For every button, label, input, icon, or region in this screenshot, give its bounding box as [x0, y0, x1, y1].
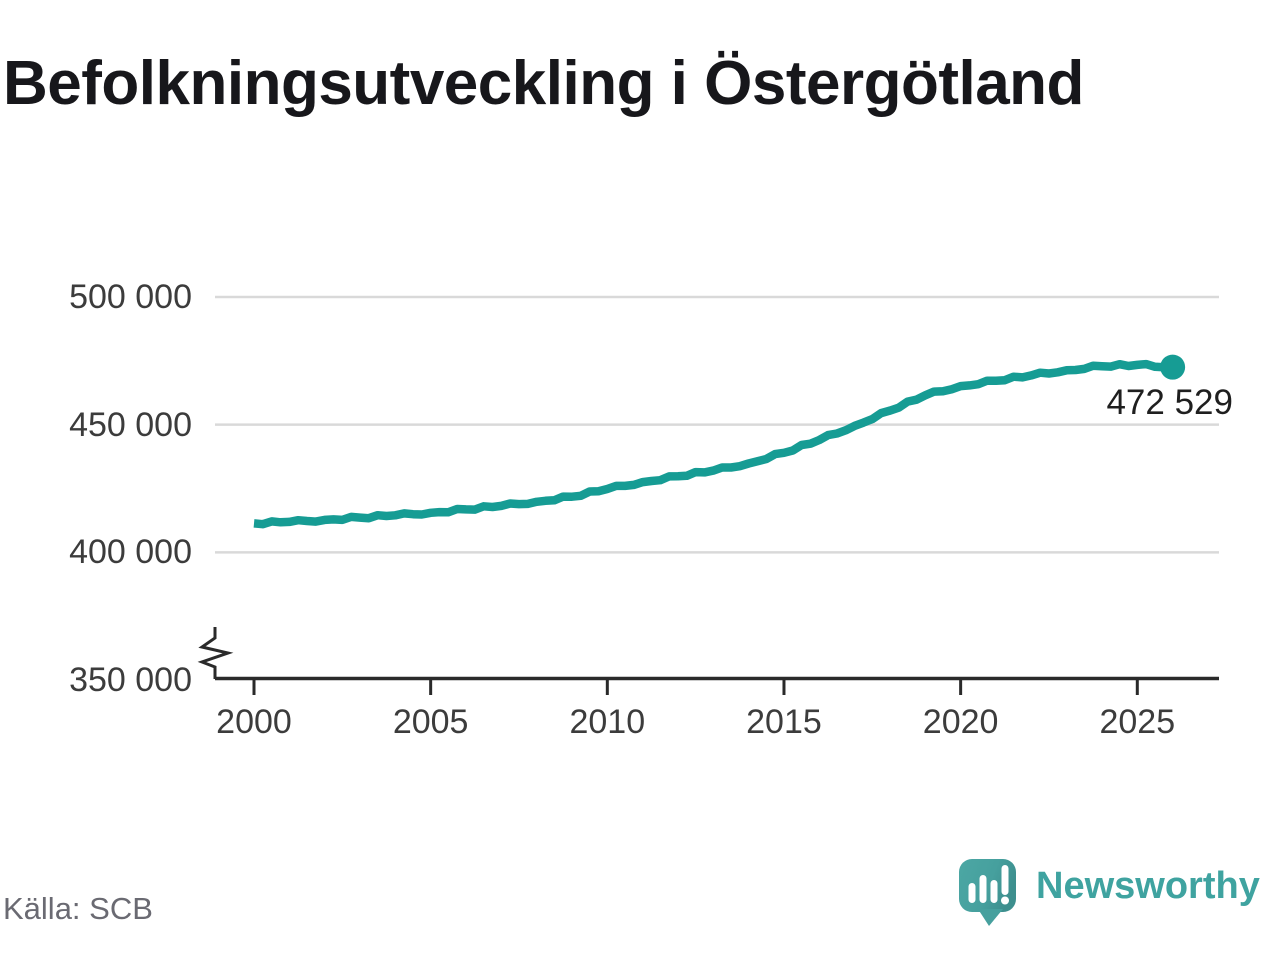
- chart-title: Befolkningsutveckling i Östergötland: [3, 49, 1084, 118]
- source-note: Källa: SCB: [3, 891, 153, 926]
- x-tick-label: 2020: [922, 703, 999, 741]
- axis-break-zigzag: [197, 627, 234, 679]
- x-tick-label: 2000: [216, 703, 292, 741]
- x-tick-label: 2015: [746, 703, 822, 741]
- speech-bubble-bar-chart-icon: [959, 859, 1016, 926]
- newsworthy-logo: Newsworthy: [958, 857, 1278, 932]
- x-tick-label: 2005: [392, 703, 469, 741]
- population-line-series: [253, 359, 1173, 529]
- y-tick-label: 400 000: [69, 533, 192, 572]
- x-tick-label: 2025: [1099, 703, 1176, 741]
- x-tick-label: 2010: [569, 703, 646, 741]
- brand-wordmark: Newsworthy: [1036, 865, 1260, 907]
- y-tick-label: 350 000: [69, 661, 192, 699]
- last-value-label: 472 529: [1106, 383, 1233, 422]
- y-tick-label: 500 000: [69, 278, 192, 316]
- y-tick-label: 450 000: [69, 405, 192, 444]
- last-point-marker: [1160, 354, 1186, 380]
